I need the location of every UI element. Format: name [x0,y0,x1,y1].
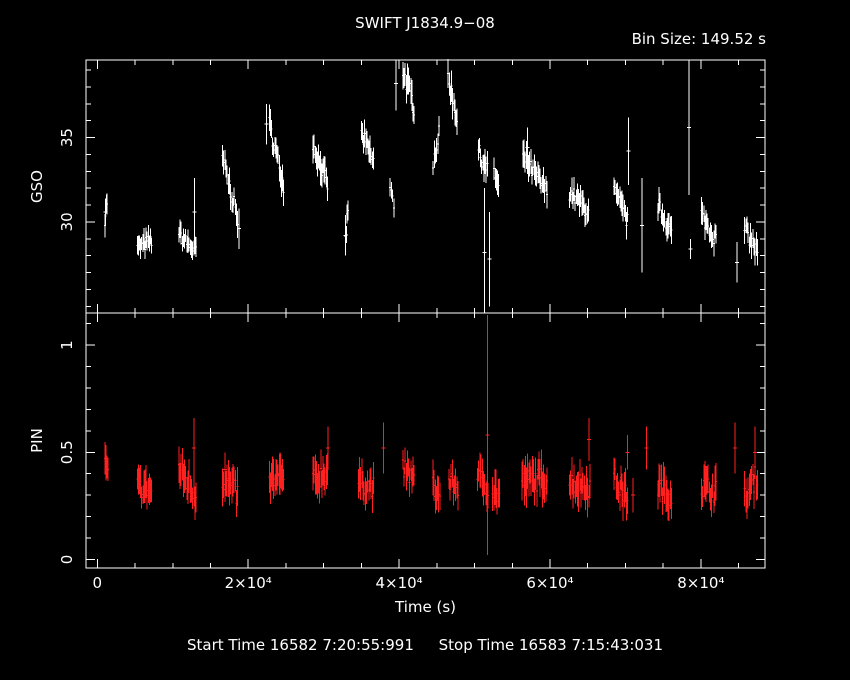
bottom-panel-frame [85,312,766,569]
stop-time-label: Stop Time 16583 7:15:43:031 [438,636,663,654]
bin-size-label: Bin Size: 149.52 s [631,30,766,48]
x-tick-label: 0 [93,574,103,592]
x-tick-label: 8×10⁴ [677,574,724,592]
top-panel-frame [85,59,766,314]
x-tick-label: 2×10⁴ [225,574,272,592]
top-y-axis-label: GSO [28,170,46,203]
x-tick-label: 4×10⁴ [375,574,422,592]
bottom-y-tick-label: 0 [58,555,76,565]
plot-title: SWIFT J1834.9−08 [355,14,495,32]
top-y-tick-label: 35 [58,128,76,147]
time-range-footer: Start Time 16582 7:20:55:991 Stop Time 1… [0,636,850,654]
bottom-y-tick-label: 1 [58,340,76,350]
bottom-y-axis-label: PIN [28,428,46,453]
x-tick-label: 6×10⁴ [526,574,573,592]
top-y-tick-label: 30 [58,212,76,231]
start-time-label: Start Time 16582 7:20:55:991 [186,636,414,654]
bottom-y-tick-label: 0.5 [58,440,76,464]
x-axis-label: Time (s) [394,598,456,616]
